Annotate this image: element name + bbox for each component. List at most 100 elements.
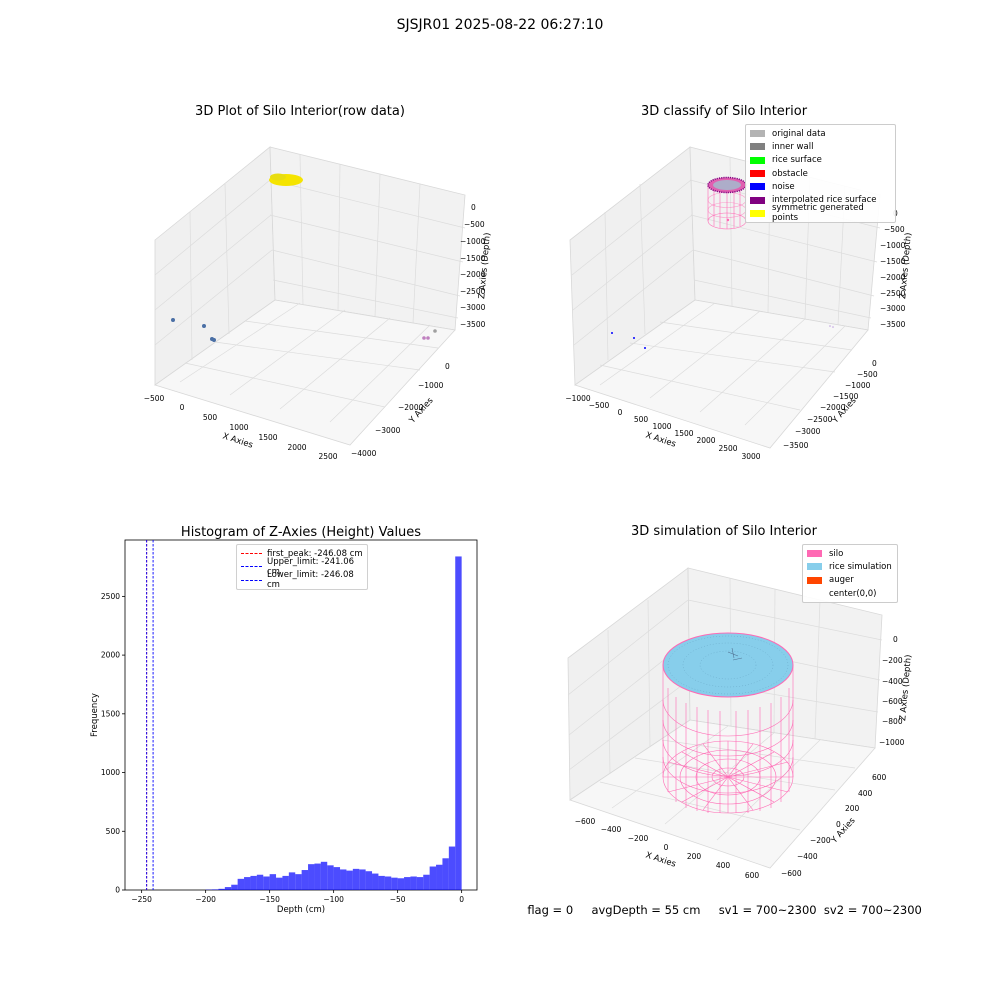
panel4-center-marker	[727, 647, 743, 661]
legend-label: interpolated rice surface	[772, 195, 877, 206]
histogram-legend: first_peak: -246.08 cm Upper_limit: -241…	[236, 544, 368, 590]
histogram-bar	[448, 846, 456, 890]
legend-swatch	[750, 156, 765, 164]
panel1-ytick: 0	[445, 362, 450, 371]
legend-label: auger	[829, 575, 854, 586]
legend-item-inner-wall: inner wall	[750, 140, 891, 153]
panel1-xtick: 2000	[287, 443, 306, 452]
histogram-xtick-label: −150	[259, 895, 280, 904]
panel4-xlabel: X Axies	[644, 850, 677, 869]
panel4-xtick: 400	[716, 861, 731, 870]
panel2-xtick: 0	[618, 408, 623, 417]
panel1-xtick: 2500	[318, 452, 337, 461]
histogram-ytick-label: 500	[106, 827, 121, 836]
panel2-xtick: −500	[589, 401, 610, 410]
histogram-bar	[327, 865, 334, 890]
panel2-xtick: 1500	[674, 429, 693, 438]
legend-line	[241, 553, 262, 555]
histogram-bar	[410, 876, 417, 890]
histogram-ytick-label: 1000	[101, 768, 120, 777]
panel2-ztick: −2000	[880, 273, 906, 282]
histogram-bar	[384, 876, 392, 890]
legend-label: inner wall	[772, 141, 814, 152]
panel2-yticks: 0 −500 −1000 −1500 −2000 −2500 −3000 −35…	[783, 359, 878, 450]
histogram-xticks: −250 −200 −150 −100 −50 0	[131, 890, 464, 904]
panel1-ytick: −4000	[351, 449, 377, 458]
histogram-bar	[276, 877, 283, 890]
legend-swatch	[750, 170, 765, 178]
histogram-bar	[429, 866, 437, 890]
histogram-bar	[314, 863, 321, 890]
panel2-noise-points	[611, 325, 834, 349]
panel4-xtick: 0	[664, 843, 669, 852]
panel2-ytick: 0	[872, 359, 877, 368]
histogram-xtick-label: −50	[390, 895, 406, 904]
legend-label: original data	[772, 128, 826, 139]
status-sv2: sv2 = 700~2300	[823, 903, 922, 917]
legend-item-noise: noise	[750, 180, 891, 193]
legend-label: Lower_limit: -246.08 cm	[267, 570, 354, 591]
panel2-gridlines	[571, 156, 881, 426]
legend-swatch	[807, 563, 822, 571]
legend-label: noise	[772, 181, 795, 192]
legend-item-obstacle: obstacle	[750, 167, 891, 180]
histogram-bar	[237, 878, 245, 890]
histogram-bar	[295, 874, 302, 890]
histogram-ylabel: Frequency	[90, 693, 100, 737]
histogram-bar	[442, 858, 449, 890]
legend-item-first-peak: first_peak: -246.08 cm	[241, 547, 363, 560]
histogram-bar	[346, 870, 353, 890]
panel4-ztick: −600	[882, 697, 903, 706]
panel2-ytick: −1500	[833, 392, 859, 401]
panel1-ztick: −500	[464, 220, 485, 229]
panel2-ztick: −2500	[880, 289, 906, 298]
panel2-ztick: −1500	[880, 257, 906, 266]
panel4-ytick: 200	[845, 804, 860, 813]
panel1-xtick: 500	[203, 413, 218, 422]
panel1-ztick: −2000	[460, 270, 486, 279]
histogram-bar	[269, 874, 277, 890]
panel2-ytick: −2500	[807, 415, 833, 424]
legend-label: silo	[829, 548, 844, 559]
panel2-ytick: −3000	[795, 427, 821, 436]
histogram-bars	[205, 556, 462, 890]
legend-item-silo: silo	[807, 547, 893, 560]
legend-label: Upper_limit: -241.06 cm	[267, 556, 355, 577]
histogram-xtick-label: −100	[323, 895, 344, 904]
histogram-xtick-label: −250	[131, 895, 152, 904]
histogram-lines	[146, 540, 154, 890]
histogram-bar	[301, 870, 309, 890]
panel1-title: 3D Plot of Silo Interior(row data)	[195, 104, 405, 119]
histogram-ytick-label: 1500	[101, 709, 120, 718]
panel4-yticks: 600 400 200 0 −200 −400 −600	[781, 773, 887, 878]
legend-swatch	[750, 209, 765, 217]
panel4-ylabel: Y Axies	[829, 815, 858, 846]
panel4-ytick: 0	[836, 820, 841, 829]
panel2-ztick: −3500	[880, 320, 906, 329]
figure-title: SJSJR01 2025-08-22 06:27:10	[396, 17, 604, 33]
histogram-bar	[282, 875, 289, 890]
legend-label: center(0,0)	[829, 588, 877, 599]
panel4-legend: silo rice simulation auger center(0,0)	[802, 544, 898, 604]
histogram-bar	[404, 877, 411, 890]
status-sv1: sv1 = 700~2300	[718, 903, 817, 917]
panel1-3d-axes: −500 0 500 1000 1500 2000 2500 0 −1000 −…	[144, 146, 493, 461]
panel4-silo-wire	[662, 665, 794, 814]
panel4-ztick: −400	[882, 677, 903, 686]
histogram-bar	[212, 889, 219, 890]
legend-swatch	[750, 183, 765, 191]
legend-swatch	[750, 196, 765, 204]
panel1-gridlines	[154, 154, 466, 423]
panel4-ytick: 400	[858, 789, 873, 798]
panel2-xtick: 500	[634, 415, 649, 424]
histogram-yticks: 0 500 1000 1500 2000 2500	[101, 592, 125, 895]
panel4-title: 3D simulation of Silo Interior	[631, 524, 817, 539]
histogram-bar	[308, 864, 315, 890]
histogram-xtick-label: 0	[459, 895, 464, 904]
histogram-bar	[263, 876, 270, 890]
histogram-bar	[416, 877, 424, 890]
panel4-xtick: −200	[628, 834, 649, 843]
histogram-bar	[320, 861, 328, 890]
status-avg-depth: avgDepth = 55 cm	[591, 903, 701, 917]
panel1-ztick: −3500	[460, 320, 486, 329]
